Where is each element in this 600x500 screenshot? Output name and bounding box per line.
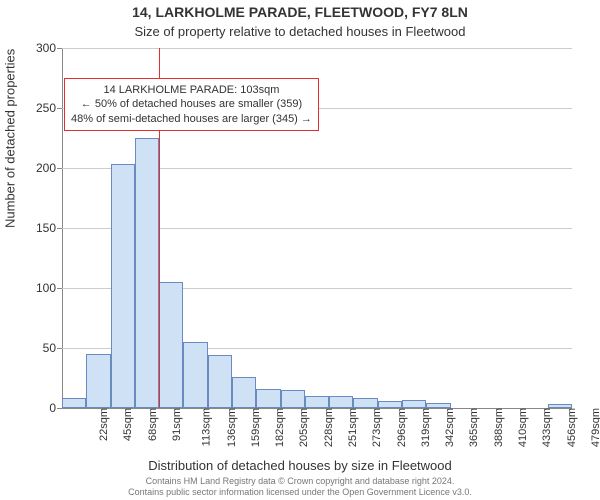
histogram-bar <box>62 398 86 408</box>
y-tick-label: 0 <box>26 401 56 415</box>
histogram-bar <box>111 164 135 408</box>
x-tick-label: 273sqm <box>371 408 383 447</box>
y-tick-label: 100 <box>26 281 56 295</box>
chart-title-address: 14, LARKHOLME PARADE, FLEETWOOD, FY7 8LN <box>0 4 600 20</box>
chart-container: 14, LARKHOLME PARADE, FLEETWOOD, FY7 8LN… <box>0 0 600 500</box>
x-tick-label: 136sqm <box>226 408 238 447</box>
x-tick-label: 365sqm <box>469 408 481 447</box>
footer-attribution: Contains HM Land Registry data © Crown c… <box>0 476 600 498</box>
y-tick-label: 200 <box>26 161 56 175</box>
grid-line <box>62 48 572 49</box>
x-axis-label: Distribution of detached houses by size … <box>0 458 600 473</box>
x-tick-label: 228sqm <box>323 408 335 447</box>
histogram-bar <box>281 390 305 408</box>
y-tick-label: 250 <box>26 101 56 115</box>
annotation-line: ← 50% of detached houses are smaller (35… <box>71 97 312 111</box>
y-tick-mark <box>57 348 62 349</box>
histogram-bar <box>86 354 110 408</box>
x-tick-label: 113sqm <box>201 408 213 446</box>
chart-subtitle: Size of property relative to detached ho… <box>0 24 600 39</box>
x-tick-label: 182sqm <box>274 408 286 447</box>
x-tick-label: 319sqm <box>420 408 432 447</box>
x-tick-label: 479sqm <box>590 408 600 447</box>
histogram-bar <box>159 282 183 408</box>
plot-area: 05010015020025030022sqm45sqm68sqm91sqm11… <box>62 48 572 409</box>
histogram-bar <box>256 389 280 408</box>
x-tick-label: 159sqm <box>250 408 262 447</box>
y-tick-mark <box>57 288 62 289</box>
x-tick-label: 433sqm <box>541 408 553 447</box>
x-tick-label: 296sqm <box>396 408 408 447</box>
histogram-bar <box>378 401 402 408</box>
x-tick-label: 251sqm <box>347 408 359 447</box>
footer-line-1: Contains HM Land Registry data © Crown c… <box>0 476 600 487</box>
y-tick-label: 300 <box>26 41 56 55</box>
x-tick-label: 342sqm <box>444 408 456 447</box>
x-tick-label: 456sqm <box>566 408 578 447</box>
y-tick-mark <box>57 108 62 109</box>
x-tick-label: 22sqm <box>98 408 110 441</box>
annotation-line: 48% of semi-detached houses are larger (… <box>71 112 312 126</box>
histogram-bar <box>208 355 232 408</box>
footer-line-2: Contains public sector information licen… <box>0 487 600 498</box>
histogram-bar <box>329 396 353 408</box>
histogram-bar <box>426 403 450 408</box>
x-tick-label: 91sqm <box>171 408 183 441</box>
histogram-bar <box>402 400 426 408</box>
y-tick-mark <box>57 168 62 169</box>
x-tick-label: 388sqm <box>493 408 505 447</box>
annotation-line: 14 LARKHOLME PARADE: 103sqm <box>71 83 312 97</box>
histogram-bar <box>135 138 159 408</box>
y-tick-mark <box>57 228 62 229</box>
x-tick-label: 410sqm <box>517 408 529 447</box>
y-axis-label: Number of detached properties <box>3 49 18 228</box>
y-tick-mark <box>57 408 62 409</box>
histogram-bar <box>305 396 329 408</box>
x-tick-label: 205sqm <box>299 408 311 447</box>
y-tick-label: 150 <box>26 221 56 235</box>
histogram-bar <box>353 398 377 408</box>
annotation-box: 14 LARKHOLME PARADE: 103sqm← 50% of deta… <box>64 78 319 131</box>
histogram-bar <box>548 404 572 408</box>
y-tick-label: 50 <box>26 341 56 355</box>
x-tick-label: 68sqm <box>147 408 159 441</box>
histogram-bar <box>183 342 207 408</box>
y-tick-mark <box>57 48 62 49</box>
histogram-bar <box>232 377 256 408</box>
x-tick-label: 45sqm <box>122 408 134 441</box>
